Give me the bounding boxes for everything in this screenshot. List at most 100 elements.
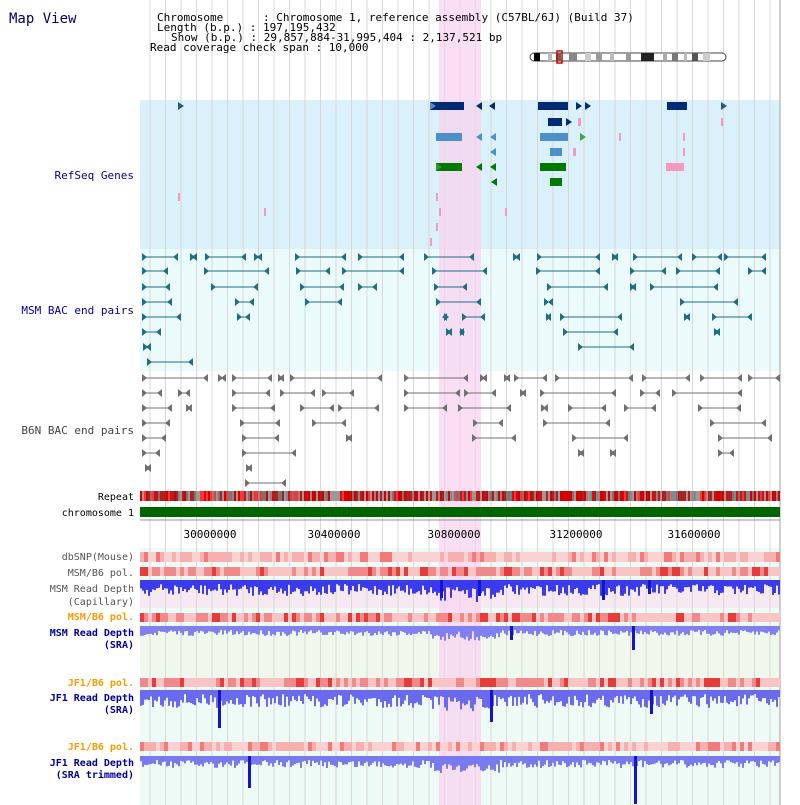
gene-arrow[interactable] <box>476 102 482 110</box>
b6n-bac-pair[interactable] <box>520 389 526 397</box>
msm-bac-pair[interactable] <box>544 298 553 306</box>
msm-bac-pair[interactable] <box>204 267 269 275</box>
track-label-refseq[interactable]: RefSeq Genes <box>55 169 134 182</box>
msm-bac-pair[interactable] <box>547 283 608 291</box>
b6n-bac-pair[interactable] <box>572 434 628 442</box>
b6n-bac-pair[interactable] <box>242 434 279 442</box>
b6n-bac-pair[interactable] <box>472 434 516 442</box>
b6n-bac-pair[interactable] <box>404 389 460 397</box>
msm-bac-pair[interactable] <box>296 267 330 275</box>
msm-bac-pair[interactable] <box>432 267 487 275</box>
gene-feature[interactable] <box>540 163 566 171</box>
msm-bac-pair[interactable] <box>305 298 342 306</box>
msm-bac-pair[interactable] <box>630 267 666 275</box>
b6n-bac-pair[interactable] <box>246 464 252 472</box>
b6n-bac-pair[interactable] <box>242 449 296 457</box>
b6n-bac-pair[interactable] <box>280 389 315 397</box>
b6n-bac-pair[interactable] <box>290 374 382 382</box>
b6n-bac-pair[interactable] <box>698 404 741 412</box>
b6n-bac-pair[interactable] <box>578 449 584 457</box>
msm-bac-pair[interactable] <box>235 298 254 306</box>
msm-bac-pair[interactable] <box>424 253 474 261</box>
b6n-bac-pair[interactable] <box>568 404 606 412</box>
b6n-bac-pair[interactable] <box>322 389 354 397</box>
b6n-bac-pair[interactable] <box>624 404 656 412</box>
msm-bac-pair[interactable] <box>142 313 181 321</box>
b6n-bac-pair[interactable] <box>642 374 690 382</box>
b6n-bac-pair[interactable] <box>278 374 284 382</box>
msm-bac-pair[interactable] <box>459 328 465 336</box>
b6n-bac-pair[interactable] <box>555 374 633 382</box>
msm-bac-pair[interactable] <box>563 328 618 336</box>
msm-bac-pair[interactable] <box>300 283 344 291</box>
msm-bac-pair[interactable] <box>147 358 193 366</box>
msm-bac-pair[interactable] <box>712 313 752 321</box>
msm-bac-pair[interactable] <box>612 253 618 261</box>
b6n-bac-pair[interactable] <box>142 434 166 442</box>
b6n-bac-pair[interactable] <box>338 404 379 412</box>
msm-bac-pair[interactable] <box>142 328 161 336</box>
gene-feature[interactable] <box>550 148 562 156</box>
b6n-bac-pair[interactable] <box>672 389 742 397</box>
b6n-bac-pair[interactable] <box>541 404 548 412</box>
msm-bac-pair[interactable] <box>537 253 600 261</box>
b6n-bac-pair[interactable] <box>640 389 660 397</box>
b6n-bac-pair[interactable] <box>700 374 742 382</box>
b6n-bac-pair[interactable] <box>514 374 547 382</box>
b6n-bac-pair[interactable] <box>142 374 208 382</box>
msm-bac-pair[interactable] <box>142 283 170 291</box>
b6n-bac-pair[interactable] <box>218 374 226 382</box>
gene-feature[interactable] <box>666 163 684 171</box>
b6n-bac-pair[interactable] <box>145 464 151 472</box>
msm-bac-pair[interactable] <box>724 253 766 261</box>
msm-bac-end-pairs-track[interactable] <box>142 253 766 366</box>
msm-bac-pair[interactable] <box>436 298 481 306</box>
b6n-bac-pair[interactable] <box>142 449 160 457</box>
msm-bac-pair[interactable] <box>650 283 718 291</box>
b6n-bac-pair[interactable] <box>232 404 275 412</box>
b6n-bac-pair[interactable] <box>458 404 511 412</box>
msm-bac-pair[interactable] <box>358 283 377 291</box>
msm-bac-pair[interactable] <box>633 253 682 261</box>
refseq-genes-track[interactable] <box>178 102 727 246</box>
msm-bac-pair[interactable] <box>446 328 452 336</box>
b6n-bac-pair[interactable] <box>748 374 780 382</box>
msm-bac-pair[interactable] <box>254 253 262 261</box>
b6n-bac-pair[interactable] <box>480 374 487 382</box>
msm-bac-pair[interactable] <box>142 253 178 261</box>
b6n-bac-pair[interactable] <box>178 389 190 397</box>
gene-feature[interactable] <box>430 102 464 110</box>
b6n-bac-pair[interactable] <box>245 479 286 487</box>
track-label-b6n-bac[interactable]: B6N BAC end pairs <box>21 424 134 437</box>
gene-feature[interactable] <box>540 133 568 141</box>
b6n-bac-pair[interactable] <box>142 419 170 427</box>
msm-bac-pair[interactable] <box>142 298 172 306</box>
msm-bac-pair[interactable] <box>692 253 722 261</box>
b6n-bac-pair[interactable] <box>312 419 346 427</box>
b6n-bac-pair[interactable] <box>540 389 616 397</box>
gene-feature[interactable] <box>538 102 568 110</box>
msm-bac-pair[interactable] <box>142 267 168 275</box>
b6n-bac-pair[interactable] <box>232 374 272 382</box>
msm-bac-pair[interactable] <box>513 253 520 261</box>
b6n-bac-pair[interactable] <box>610 449 616 457</box>
b6n-bac-pair[interactable] <box>346 434 352 442</box>
msm-bac-pair[interactable] <box>295 253 346 261</box>
b6n-bac-pair[interactable] <box>142 389 162 397</box>
b6n-bac-pair[interactable] <box>464 389 496 397</box>
msm-bac-pair[interactable] <box>578 343 634 351</box>
msm-bac-pair[interactable] <box>680 298 738 306</box>
msm-bac-pair[interactable] <box>190 253 197 261</box>
b6n-bac-pair[interactable] <box>186 404 192 412</box>
gene-feature[interactable] <box>550 178 562 186</box>
msm-bac-pair[interactable] <box>462 313 485 321</box>
chromosome-ideogram[interactable] <box>529 50 727 64</box>
gene-feature[interactable] <box>548 118 562 126</box>
track-label-msm-bac[interactable]: MSM BAC end pairs <box>21 304 134 317</box>
msm-bac-pair[interactable] <box>342 267 404 275</box>
msm-bac-pair[interactable] <box>546 313 551 321</box>
b6n-bac-pair[interactable] <box>142 404 172 412</box>
msm-bac-pair[interactable] <box>630 283 636 291</box>
b6n-bac-pair[interactable] <box>710 419 766 427</box>
b6n-bac-pair[interactable] <box>543 419 610 427</box>
